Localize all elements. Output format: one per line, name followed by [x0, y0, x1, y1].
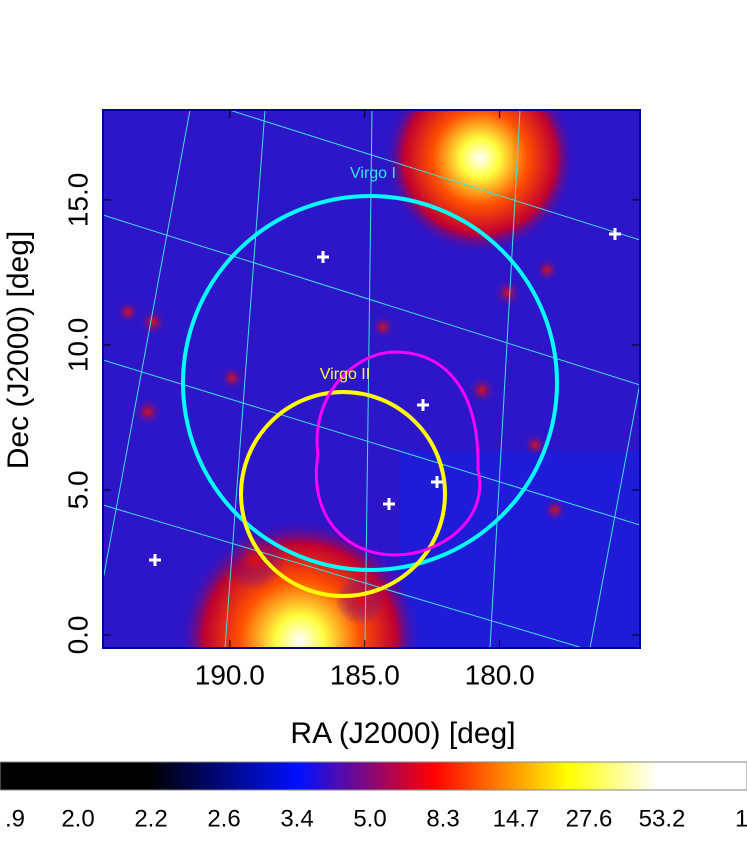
- colorbar-label: 14.7: [493, 805, 540, 832]
- coordinate-grid: [103, 110, 640, 648]
- colorbar-label: 2.0: [61, 805, 94, 832]
- colorbar-label: 3.4: [280, 805, 313, 832]
- frame: [102, 109, 641, 649]
- y-tick-label: 10.0: [62, 318, 93, 373]
- virgo-i-region: [181, 194, 559, 572]
- x-tick-label: 180.0: [465, 659, 535, 690]
- annotation: Virgo II: [320, 366, 370, 383]
- colorbar-label: 2.6: [207, 805, 240, 832]
- colorbar-label: 2.2: [134, 805, 167, 832]
- contour: [315, 350, 482, 557]
- annotation: Virgo I: [350, 165, 396, 182]
- colorbar-label: 8.3: [426, 805, 459, 832]
- sources: [149, 228, 621, 566]
- sky-image: [103, 110, 640, 648]
- x-tick-label: 185.0: [330, 659, 400, 690]
- colorbar-label: .9: [5, 805, 25, 832]
- x-axis-label: RA (J2000) [deg]: [290, 717, 515, 750]
- y-tick-label: 5.0: [62, 470, 93, 509]
- colorbar-label: 10: [735, 805, 747, 832]
- y-axis-label: Dec (J2000) [deg]: [2, 231, 35, 469]
- colorbar-label: 27.6: [566, 805, 613, 832]
- x-tick-label: 190.0: [195, 659, 265, 690]
- y-tick-label: 0.0: [62, 615, 93, 654]
- virgo-ii-region: [239, 390, 447, 598]
- colorbar-label: 5.0: [353, 805, 386, 832]
- y-tick-label: 15.0: [62, 173, 93, 228]
- colorbar-label: 53.2: [639, 805, 686, 832]
- colorbar: [0, 761, 747, 791]
